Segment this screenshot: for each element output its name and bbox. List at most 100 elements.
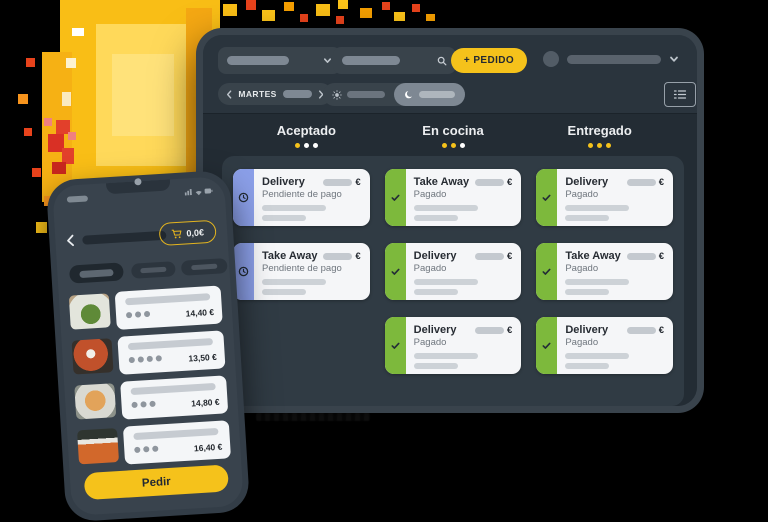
search-input[interactable] xyxy=(333,47,456,74)
order-card[interactable]: Delivery € Pagado xyxy=(384,243,522,300)
toggle-night-segment[interactable] xyxy=(394,83,465,106)
menu-item[interactable]: 13,50 € xyxy=(71,329,226,378)
paid-stripe xyxy=(536,169,558,226)
order-card[interactable]: Delivery € Pagado xyxy=(536,169,674,226)
menu-item[interactable]: 16,40 € xyxy=(77,419,232,468)
status-icons xyxy=(184,188,213,196)
new-order-button[interactable]: + PEDIDO xyxy=(451,48,527,73)
day-night-toggle xyxy=(323,83,465,106)
chevron-right-icon[interactable] xyxy=(318,89,324,99)
select-placeholder xyxy=(227,56,289,65)
moon-icon xyxy=(405,90,412,98)
detail-placeholder xyxy=(413,363,458,369)
page-title-placeholder xyxy=(82,230,167,245)
cart-icon xyxy=(171,229,182,238)
currency-symbol: € xyxy=(658,176,665,188)
detail-placeholder xyxy=(565,353,630,359)
menu-item-card: 14,80 € xyxy=(120,375,229,420)
date-placeholder xyxy=(282,90,312,98)
detail-placeholder xyxy=(413,353,478,359)
check-icon xyxy=(391,194,400,201)
user-menu[interactable] xyxy=(543,50,679,68)
cart-button[interactable]: 0,0€ xyxy=(158,219,217,247)
dish-photo-pesto-pasta xyxy=(68,293,111,330)
ordering-app: 0,0€ 14,40 € xyxy=(52,176,244,516)
board-headers: Aceptado En cocina Entregado xyxy=(233,114,673,156)
dish-price: 16,40 € xyxy=(193,441,223,454)
currency-symbol: € xyxy=(658,324,665,336)
order-board: Aceptado En cocina Entregado xyxy=(203,113,697,406)
day-label: MARTES xyxy=(238,89,277,99)
column-dots xyxy=(588,142,612,148)
menu-item[interactable]: 14,80 € xyxy=(74,374,229,423)
dish-photo-pasta-burrata xyxy=(71,338,114,375)
dish-tags xyxy=(134,445,159,454)
amount-placeholder xyxy=(323,178,353,186)
check-icon xyxy=(391,342,400,349)
detail-placeholder xyxy=(262,215,306,221)
order-card[interactable]: Take Away € Pagado xyxy=(384,169,522,226)
tab-label-placeholder xyxy=(191,263,218,271)
amount-placeholder xyxy=(323,252,353,260)
order-type: Delivery xyxy=(413,250,457,262)
chevron-down-icon xyxy=(323,58,332,63)
dish-price: 14,80 € xyxy=(190,396,220,409)
chevron-down-icon xyxy=(670,56,678,62)
dish-price: 14,40 € xyxy=(185,306,215,319)
user-avatar xyxy=(543,51,559,67)
order-status: Pagado xyxy=(413,337,447,348)
dish-tags xyxy=(128,355,162,364)
detail-placeholder xyxy=(565,289,610,295)
order-status: Pendiente de pago xyxy=(262,189,342,200)
order-card[interactable]: Delivery € Pagado xyxy=(384,317,522,374)
check-icon xyxy=(391,268,400,275)
currency-symbol: € xyxy=(507,250,513,262)
dish-name-placeholder xyxy=(125,293,211,306)
back-button[interactable] xyxy=(66,232,81,249)
cart-total: 0,0€ xyxy=(186,226,205,238)
order-status: Pagado xyxy=(413,263,447,274)
dish-tags xyxy=(131,400,156,409)
day-selector: MARTES xyxy=(218,83,332,105)
category-tab-active[interactable] xyxy=(68,262,124,284)
currency-symbol: € xyxy=(355,250,361,262)
menu-item[interactable]: 14,40 € xyxy=(68,284,223,333)
toggle-day-segment[interactable] xyxy=(323,83,394,106)
dish-tags xyxy=(125,310,151,319)
category-tab[interactable] xyxy=(130,261,176,279)
dish-photo-shrimp-pasta xyxy=(74,383,117,420)
order-type: Delivery xyxy=(413,324,457,336)
order-card[interactable]: Delivery € Pagado xyxy=(536,317,674,374)
order-status: Pagado xyxy=(565,337,599,348)
order-status: Pendiente de pago xyxy=(262,263,342,274)
category-tab[interactable] xyxy=(180,258,228,276)
order-card[interactable]: Take Away € Pendiente de pago xyxy=(233,243,370,300)
chevron-left-icon[interactable] xyxy=(226,89,232,99)
paid-stripe xyxy=(384,243,406,300)
check-icon xyxy=(542,342,551,349)
order-card[interactable]: Delivery € Pendiente de pago xyxy=(233,169,370,226)
order-status: Pagado xyxy=(413,189,447,200)
board-panel: Delivery € Pendiente de pago Tak xyxy=(222,156,684,406)
column-en-cocina: Take Away € Pagado Delivery € xyxy=(384,169,522,396)
column-header-en-cocina: En cocina xyxy=(380,114,527,156)
order-type: Delivery xyxy=(262,176,305,188)
wifi-icon xyxy=(195,191,202,196)
pos-topbar: + PEDIDO MARTES xyxy=(203,35,697,113)
pending-stripe xyxy=(233,243,254,300)
location-select[interactable] xyxy=(218,47,341,74)
dish-price: 13,50 € xyxy=(188,351,218,364)
menu-item-card: 13,50 € xyxy=(117,330,226,375)
detail-placeholder xyxy=(413,215,458,221)
menu-item-card: 14,40 € xyxy=(114,285,223,330)
clock-icon xyxy=(238,266,249,277)
order-type: Take Away xyxy=(413,176,470,188)
paid-stripe xyxy=(536,243,558,300)
column-label: Aceptado xyxy=(276,122,336,138)
order-card[interactable]: Take Away € Pagado xyxy=(536,243,674,300)
toggle-day-placeholder xyxy=(347,91,385,98)
list-view-button[interactable] xyxy=(664,82,696,107)
order-status: Pagado xyxy=(565,263,599,274)
pos-app: + PEDIDO MARTES xyxy=(203,35,697,406)
detail-placeholder xyxy=(565,279,630,285)
